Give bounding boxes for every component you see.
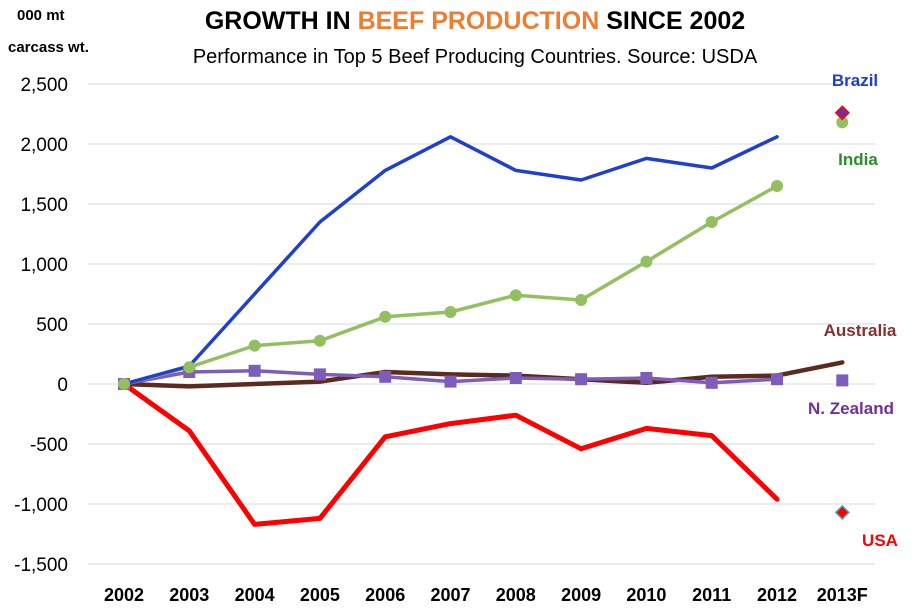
y-tick-label: -1,500 bbox=[14, 555, 68, 576]
data-point-n-zealand bbox=[379, 370, 392, 383]
series-line-india bbox=[122, 184, 779, 386]
y-unit-line1: 000 mt bbox=[17, 7, 65, 24]
data-point-india bbox=[118, 378, 130, 390]
data-point-india bbox=[509, 289, 522, 302]
x-tick-label: 2003 bbox=[169, 585, 209, 605]
data-point-india bbox=[771, 180, 783, 192]
forecast-point-india bbox=[836, 116, 849, 129]
title-part-highlight: BEEF PRODUCTION bbox=[358, 7, 600, 35]
series-label-usa: USA bbox=[862, 531, 898, 550]
data-point-india bbox=[575, 294, 588, 306]
grid bbox=[88, 83, 875, 565]
series-markers bbox=[118, 105, 850, 520]
data-point-n-zealand bbox=[248, 364, 261, 377]
x-tick-label: 2011 bbox=[692, 585, 731, 605]
series-line-usa bbox=[121, 381, 780, 527]
data-point-n-zealand bbox=[771, 373, 783, 386]
series-label-n-zealand: N. Zealand bbox=[808, 399, 894, 418]
series-labels: Australia N. Zealand India Brazil USA bbox=[808, 71, 898, 550]
data-point-india bbox=[705, 216, 718, 228]
data-point-india bbox=[313, 334, 326, 347]
data-point-n-zealand bbox=[509, 372, 522, 384]
y-tick-label: 2,000 bbox=[20, 135, 68, 156]
series-line-australia bbox=[121, 360, 845, 389]
x-tick-label: 2006 bbox=[365, 585, 405, 605]
data-point-n-zealand bbox=[575, 373, 588, 386]
chart-subtitle: Performance in Top 5 Beef Producing Coun… bbox=[193, 46, 758, 68]
x-tick-label: 2013F bbox=[817, 585, 868, 605]
forecast-point-brazil bbox=[834, 105, 850, 121]
series-label-australia: Australia bbox=[824, 321, 897, 340]
data-point-india bbox=[379, 310, 392, 323]
x-tick-label: 2004 bbox=[235, 585, 275, 605]
data-point-n-zealand bbox=[705, 376, 718, 389]
forecast-point-n-zealand bbox=[836, 374, 849, 387]
chart-title: GROWTH IN BEEF PRODUCTION SINCE 2002 bbox=[205, 7, 745, 35]
y-tick-label: -500 bbox=[30, 435, 68, 456]
series-label-brazil: Brazil bbox=[832, 71, 878, 90]
y-tick-label: 500 bbox=[36, 315, 68, 336]
y-tick-label: 2,500 bbox=[20, 75, 68, 96]
title-part-plain-end: SINCE 2002 bbox=[599, 7, 745, 35]
series-line-brazil bbox=[122, 135, 779, 386]
data-point-n-zealand bbox=[444, 375, 457, 388]
series-label-india: India bbox=[838, 150, 878, 169]
x-tick-label: 2002 bbox=[104, 585, 144, 605]
y-tick-label: 0 bbox=[57, 375, 68, 396]
x-tick-label: 2007 bbox=[430, 585, 470, 605]
x-tick-label: 2010 bbox=[626, 585, 666, 605]
y-axis-ticks: -1,500 -1,000 -500 0 500 1,000 1,500 2,000 2,500 bbox=[14, 75, 68, 576]
x-tick-label: 2009 bbox=[561, 585, 601, 605]
data-point-india bbox=[183, 361, 196, 374]
data-point-n-zealand bbox=[313, 368, 326, 381]
y-tick-label: 1,500 bbox=[20, 195, 68, 216]
title-part-plain: GROWTH IN bbox=[205, 7, 358, 35]
data-point-india bbox=[248, 339, 261, 352]
forecast-point-usa bbox=[834, 504, 850, 520]
y-unit-line2: carcass wt. bbox=[8, 39, 89, 56]
x-tick-label: 2005 bbox=[300, 585, 340, 605]
x-axis-ticks: 2002 2003 2004 2005 2006 2007 2008 2009 2010 2011… bbox=[104, 585, 868, 605]
data-point-n-zealand bbox=[640, 372, 653, 384]
series-lines bbox=[121, 135, 845, 527]
x-tick-label: 2012 bbox=[757, 585, 797, 605]
x-tick-label: 2008 bbox=[496, 585, 536, 605]
y-tick-label: -1,000 bbox=[14, 495, 68, 516]
y-tick-label: 1,000 bbox=[20, 255, 68, 276]
data-point-india bbox=[444, 306, 457, 318]
data-point-india bbox=[640, 255, 653, 268]
